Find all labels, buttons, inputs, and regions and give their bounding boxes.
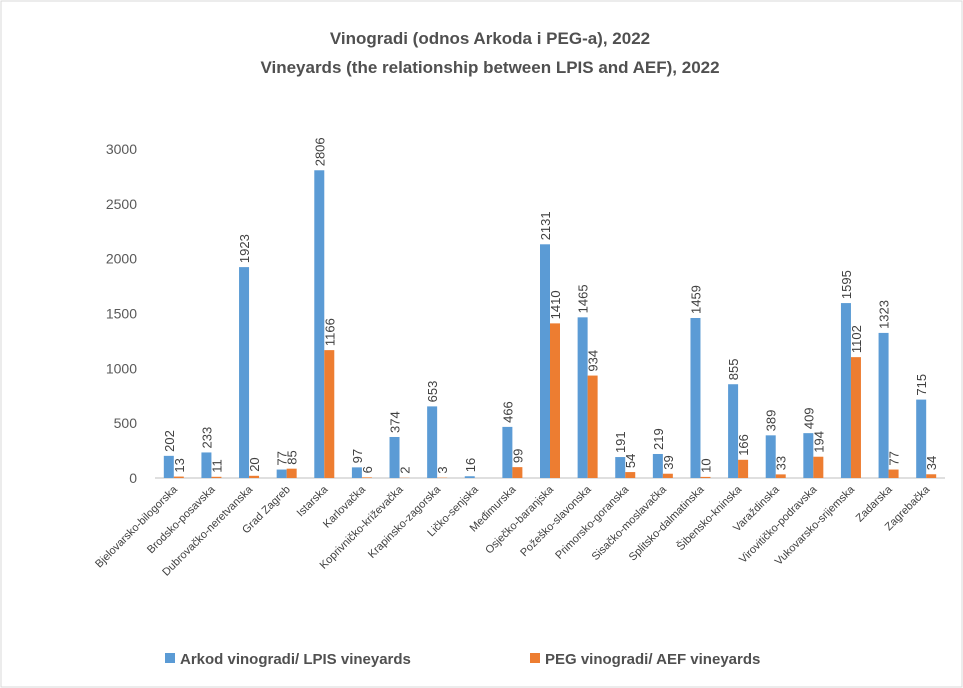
data-label: 39 <box>661 455 676 469</box>
data-label: 1323 <box>877 300 892 329</box>
data-label: 3 <box>435 466 450 473</box>
bar <box>286 468 297 478</box>
data-label: 33 <box>774 456 789 470</box>
data-label: 11 <box>209 459 224 473</box>
bar <box>427 406 438 478</box>
y-tick-label: 2500 <box>106 196 137 212</box>
bar <box>577 317 588 478</box>
data-label: 1923 <box>237 234 252 263</box>
chart-subtitle: Vineyards (the relationship between LPIS… <box>260 58 719 77</box>
bar <box>361 477 372 478</box>
bar <box>662 473 673 478</box>
data-label: 1465 <box>576 284 591 313</box>
bar <box>690 317 701 478</box>
bar <box>615 457 626 478</box>
bar <box>211 476 222 478</box>
bar <box>173 476 184 478</box>
data-label: 219 <box>651 428 666 450</box>
data-label: 1102 <box>849 325 864 353</box>
data-label: 1166 <box>322 318 337 346</box>
data-label: 409 <box>801 407 816 429</box>
data-label: 97 <box>350 449 365 463</box>
bar <box>512 467 523 478</box>
bar <box>239 267 250 478</box>
bar <box>700 476 711 478</box>
data-label: 466 <box>500 401 515 423</box>
bar <box>163 455 174 478</box>
bar <box>888 469 899 478</box>
data-label: 1459 <box>688 285 703 314</box>
data-label: 77 <box>887 451 902 465</box>
bar <box>850 357 861 478</box>
data-label: 34 <box>924 456 939 470</box>
bar <box>324 350 335 478</box>
data-label: 13 <box>172 458 187 472</box>
bar <box>652 453 663 478</box>
legend-swatch <box>530 653 540 663</box>
bar <box>813 456 824 478</box>
bar <box>916 399 927 478</box>
data-label: 191 <box>613 431 628 453</box>
bar <box>389 436 400 478</box>
data-label: 20 <box>247 457 262 471</box>
bar <box>502 426 513 478</box>
y-tick-label: 500 <box>114 415 138 431</box>
bar <box>276 469 287 478</box>
data-label: 2 <box>398 467 413 474</box>
bar <box>728 384 739 478</box>
y-tick-label: 0 <box>129 470 137 486</box>
data-label: 1410 <box>548 290 563 319</box>
bar <box>464 476 475 478</box>
bar <box>765 435 776 478</box>
data-label: 389 <box>764 410 779 432</box>
data-label: 2806 <box>312 137 327 166</box>
bar <box>625 472 636 478</box>
data-label: 54 <box>623 454 638 468</box>
data-label: 855 <box>726 359 741 381</box>
data-label: 85 <box>285 450 300 464</box>
data-label: 233 <box>199 427 214 449</box>
legend-label: PEG vinogradi/ AEF vineyards <box>545 651 760 668</box>
bar <box>201 452 212 478</box>
legend-label: Arkod vinogradi/ LPIS vineyards <box>180 651 411 668</box>
data-label: 2131 <box>538 211 553 240</box>
chart-title: Vinogradi (odnos Arkoda i PEG-a), 2022 <box>330 29 650 48</box>
data-label: 166 <box>736 434 751 456</box>
data-label: 715 <box>914 374 929 396</box>
data-label: 194 <box>811 431 826 453</box>
bar <box>540 244 550 478</box>
bar <box>351 467 362 478</box>
y-tick-label: 1000 <box>106 360 137 376</box>
bar <box>587 375 598 478</box>
data-label: 202 <box>162 430 177 452</box>
bar <box>840 303 851 478</box>
bar <box>550 323 560 478</box>
data-label: 374 <box>388 411 403 433</box>
data-label: 934 <box>586 350 601 372</box>
data-label: 10 <box>698 458 713 472</box>
bar <box>775 474 786 478</box>
data-label: 6 <box>360 466 375 473</box>
data-label: 16 <box>463 458 478 472</box>
y-tick-label: 1500 <box>106 306 137 322</box>
y-tick-label: 2000 <box>106 251 137 267</box>
bar <box>314 170 325 478</box>
y-tick-label: 3000 <box>106 141 137 157</box>
legend-swatch <box>165 653 175 663</box>
bar <box>249 475 260 478</box>
bar <box>926 474 937 478</box>
data-label: 99 <box>510 449 525 463</box>
bar <box>738 459 749 478</box>
bar <box>803 433 814 478</box>
data-label: 1595 <box>839 270 854 299</box>
data-label: 77 <box>275 451 290 465</box>
bar <box>878 332 889 478</box>
data-label: 653 <box>425 381 440 403</box>
